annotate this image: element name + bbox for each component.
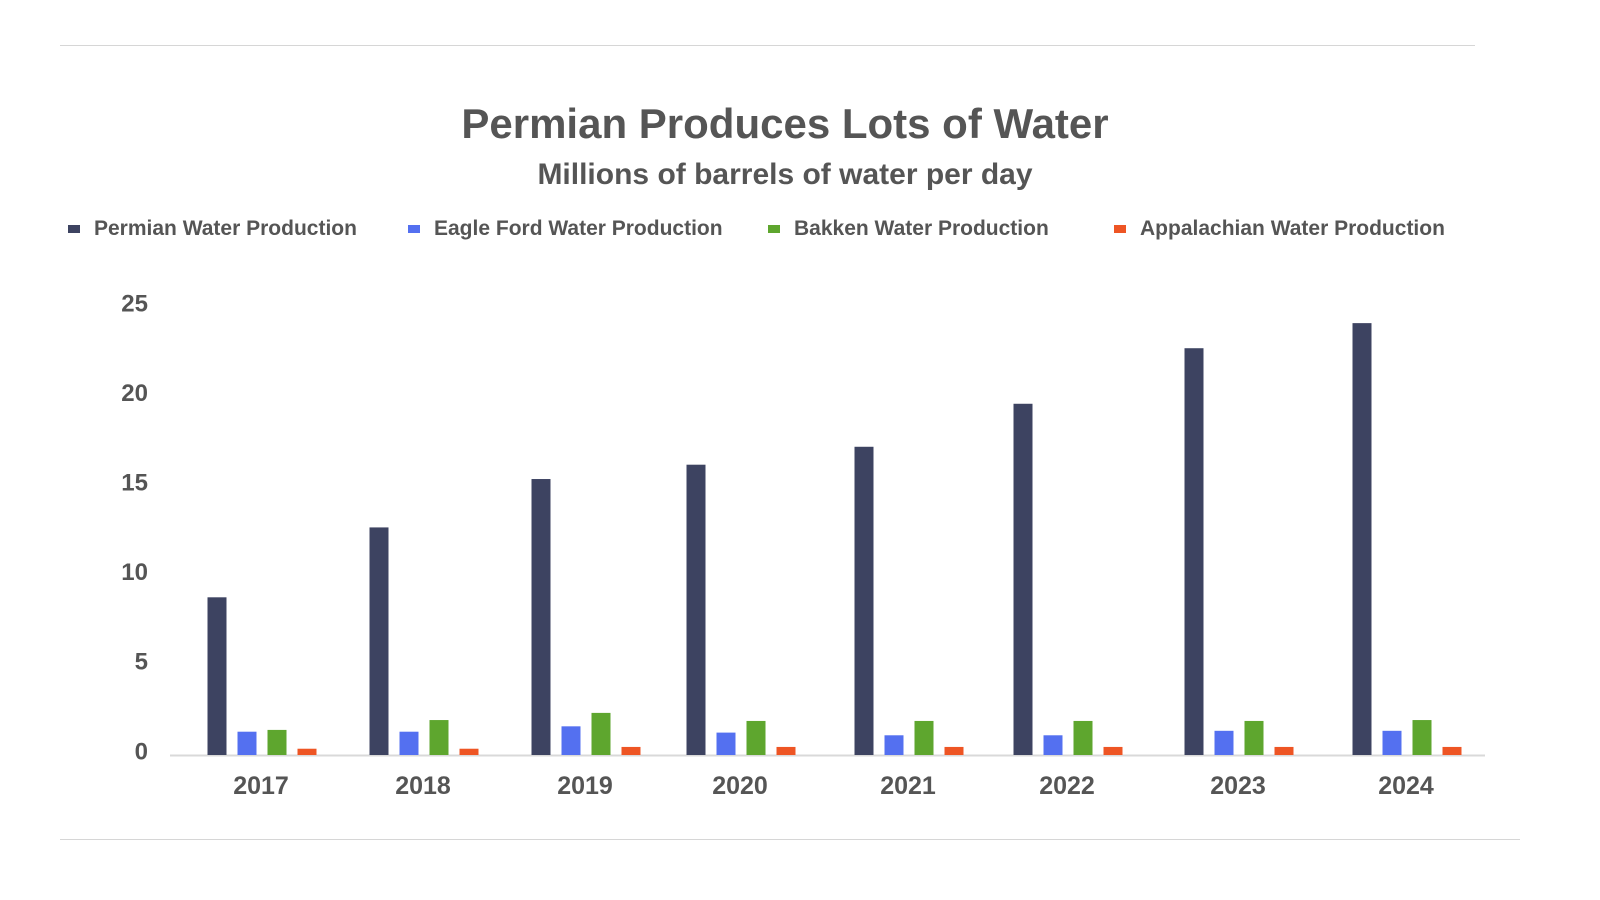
- legend-item-bakken: Bakken Water Production: [768, 214, 1049, 244]
- bar-appalachian-water-production-2021: [944, 746, 964, 755]
- bar-permian-water-production-2018: [369, 527, 389, 755]
- bar-eagle-ford-water-production-2018: [399, 731, 419, 755]
- bar-appalachian-water-production-2017: [297, 748, 317, 755]
- legend-swatch-eagle-ford: [408, 225, 420, 233]
- bar-permian-water-production-2022: [1013, 403, 1033, 755]
- bar-eagle-ford-water-production-2023: [1214, 730, 1234, 755]
- legend-label-eagle-ford: Eagle Ford Water Production: [434, 217, 723, 240]
- bar-bakken-water-production-2018: [429, 720, 449, 755]
- y-tick-label: 10: [121, 559, 148, 586]
- x-tick-label: 2021: [880, 772, 936, 800]
- x-tick-label: 2022: [1039, 772, 1095, 800]
- chart-title: Permian Produces Lots of Water: [461, 100, 1109, 147]
- bar-eagle-ford-water-production-2017: [237, 731, 257, 755]
- bar-permian-water-production-2019: [531, 479, 551, 755]
- legend-label-appalachian: Appalachian Water Production: [1140, 217, 1445, 240]
- bar-bakken-water-production-2024: [1412, 720, 1432, 755]
- bar-appalachian-water-production-2023: [1274, 746, 1294, 755]
- bar-permian-water-production-2024: [1352, 323, 1372, 755]
- bar-appalachian-water-production-2018: [459, 748, 479, 755]
- bar-appalachian-water-production-2019: [621, 746, 641, 755]
- top-divider: [60, 45, 1475, 46]
- bar-permian-water-production-2021: [854, 446, 874, 755]
- bar-permian-water-production-2020: [686, 464, 706, 755]
- bar-appalachian-water-production-2024: [1442, 746, 1462, 755]
- legend-item-eagle-ford: Eagle Ford Water Production: [408, 214, 723, 244]
- bar-bakken-water-production-2021: [914, 720, 934, 755]
- legend-swatch-bakken: [768, 225, 780, 233]
- bar-bakken-water-production-2022: [1073, 720, 1093, 755]
- bar-eagle-ford-water-production-2019: [561, 726, 581, 755]
- x-tick-label: 2018: [395, 772, 451, 800]
- x-tick-label: 2020: [712, 772, 768, 800]
- legend-swatch-appalachian: [1114, 225, 1126, 233]
- y-tick-label: 5: [135, 649, 148, 676]
- legend-label-bakken: Bakken Water Production: [794, 217, 1049, 240]
- bar-eagle-ford-water-production-2022: [1043, 735, 1063, 755]
- bar-appalachian-water-production-2020: [776, 746, 796, 755]
- legend-swatch-permian: [68, 225, 80, 233]
- y-tick-label: 15: [121, 470, 148, 497]
- x-tick-label: 2019: [557, 772, 613, 800]
- y-tick-label: 0: [135, 738, 148, 765]
- bar-bakken-water-production-2017: [267, 729, 287, 755]
- bar-eagle-ford-water-production-2021: [884, 735, 904, 755]
- bar-permian-water-production-2017: [207, 597, 227, 755]
- bar-permian-water-production-2023: [1184, 348, 1204, 755]
- bar-bakken-water-production-2020: [746, 720, 766, 755]
- x-tick-label: 2024: [1378, 772, 1434, 800]
- legend-label-permian: Permian Water Production: [94, 217, 357, 240]
- bar-bakken-water-production-2019: [591, 712, 611, 755]
- chart-subtitle: Millions of barrels of water per day: [537, 158, 1033, 191]
- x-tick-label: 2023: [1210, 772, 1266, 800]
- y-tick-label: 25: [121, 290, 148, 317]
- bottom-divider: [60, 839, 1520, 840]
- bar-appalachian-water-production-2022: [1103, 746, 1123, 755]
- x-tick-label: 2017: [233, 772, 289, 800]
- bar-bakken-water-production-2023: [1244, 720, 1264, 755]
- legend-item-permian: Permian Water Production: [68, 214, 357, 244]
- bar-eagle-ford-water-production-2020: [716, 732, 736, 755]
- legend-item-appalachian: Appalachian Water Production: [1114, 214, 1445, 244]
- bar-eagle-ford-water-production-2024: [1382, 730, 1402, 755]
- y-tick-label: 20: [121, 380, 148, 407]
